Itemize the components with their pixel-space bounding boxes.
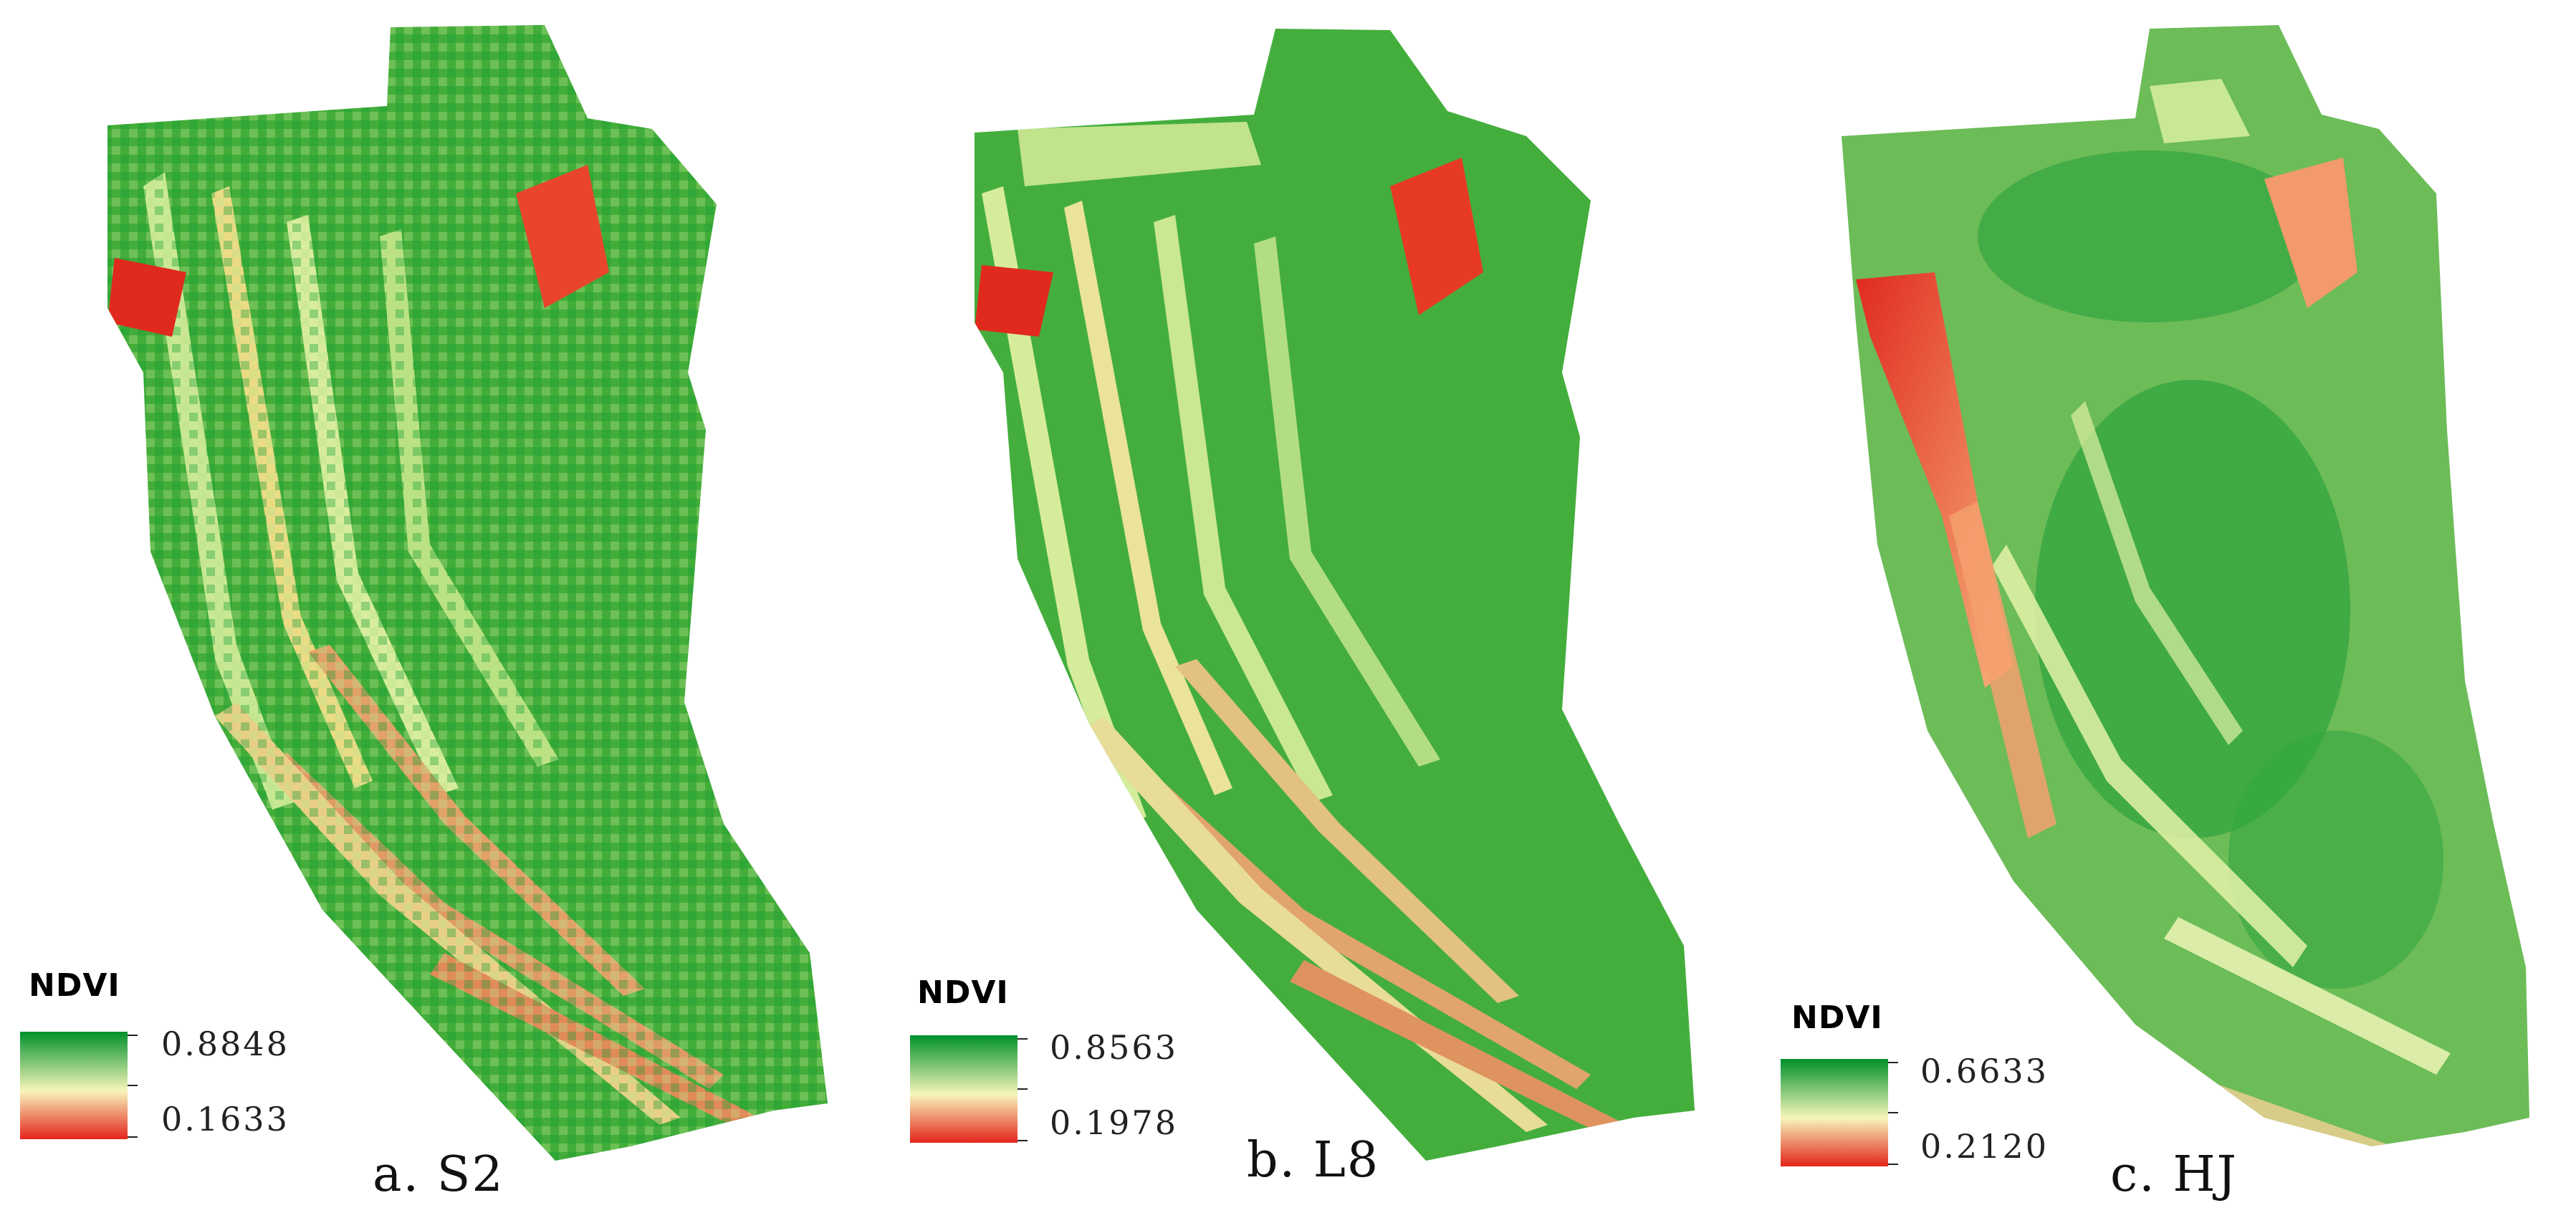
legend-max-value: 0.8563 xyxy=(1050,1028,1178,1067)
panel-caption: a. S2 xyxy=(373,1146,504,1203)
legend-tick-mid xyxy=(1888,1112,1898,1113)
panel-caption: c. HJ xyxy=(2110,1146,2238,1203)
legend-title: NDVI xyxy=(917,974,1009,1011)
legend-tick-min xyxy=(1888,1164,1898,1165)
legend-tick-min xyxy=(1018,1140,1028,1141)
legend-min-value: 0.2120 xyxy=(1920,1127,2049,1166)
legend-max-value: 0.6633 xyxy=(1920,1052,2049,1090)
legend-tick-min xyxy=(128,1136,138,1138)
map-panel-s2: NDVI 0.8848 0.1633 a. S2 xyxy=(0,0,860,1218)
ndvi-map-s2 xyxy=(107,25,828,1161)
ndvi-map-l8 xyxy=(975,29,1695,1161)
panel-caption: b. L8 xyxy=(1247,1132,1380,1189)
map-panel-hj: NDVI 0.6633 0.2120 c. HJ xyxy=(1748,0,2576,1218)
legend-tick-max xyxy=(1018,1038,1028,1040)
ndvi-legend-bar xyxy=(1781,1059,1888,1166)
legend-tick-max xyxy=(1888,1062,1898,1063)
ndvi-legend-bar xyxy=(910,1035,1018,1143)
legend-tick-mid xyxy=(128,1085,138,1086)
legend-title: NDVI xyxy=(29,967,120,1004)
map-panel-l8: NDVI 0.8563 0.1978 b. L8 xyxy=(874,0,1734,1218)
ndvi-legend-bar xyxy=(20,1032,128,1139)
ndvi-map-hj xyxy=(1842,25,2529,1146)
legend-tick-mid xyxy=(1018,1088,1028,1090)
legend-min-value: 0.1978 xyxy=(1050,1103,1178,1142)
legend-title: NDVI xyxy=(1791,999,1883,1036)
legend-tick-max xyxy=(128,1035,138,1036)
legend-max-value: 0.8848 xyxy=(161,1025,289,1063)
legend-min-value: 0.1633 xyxy=(161,1100,289,1138)
